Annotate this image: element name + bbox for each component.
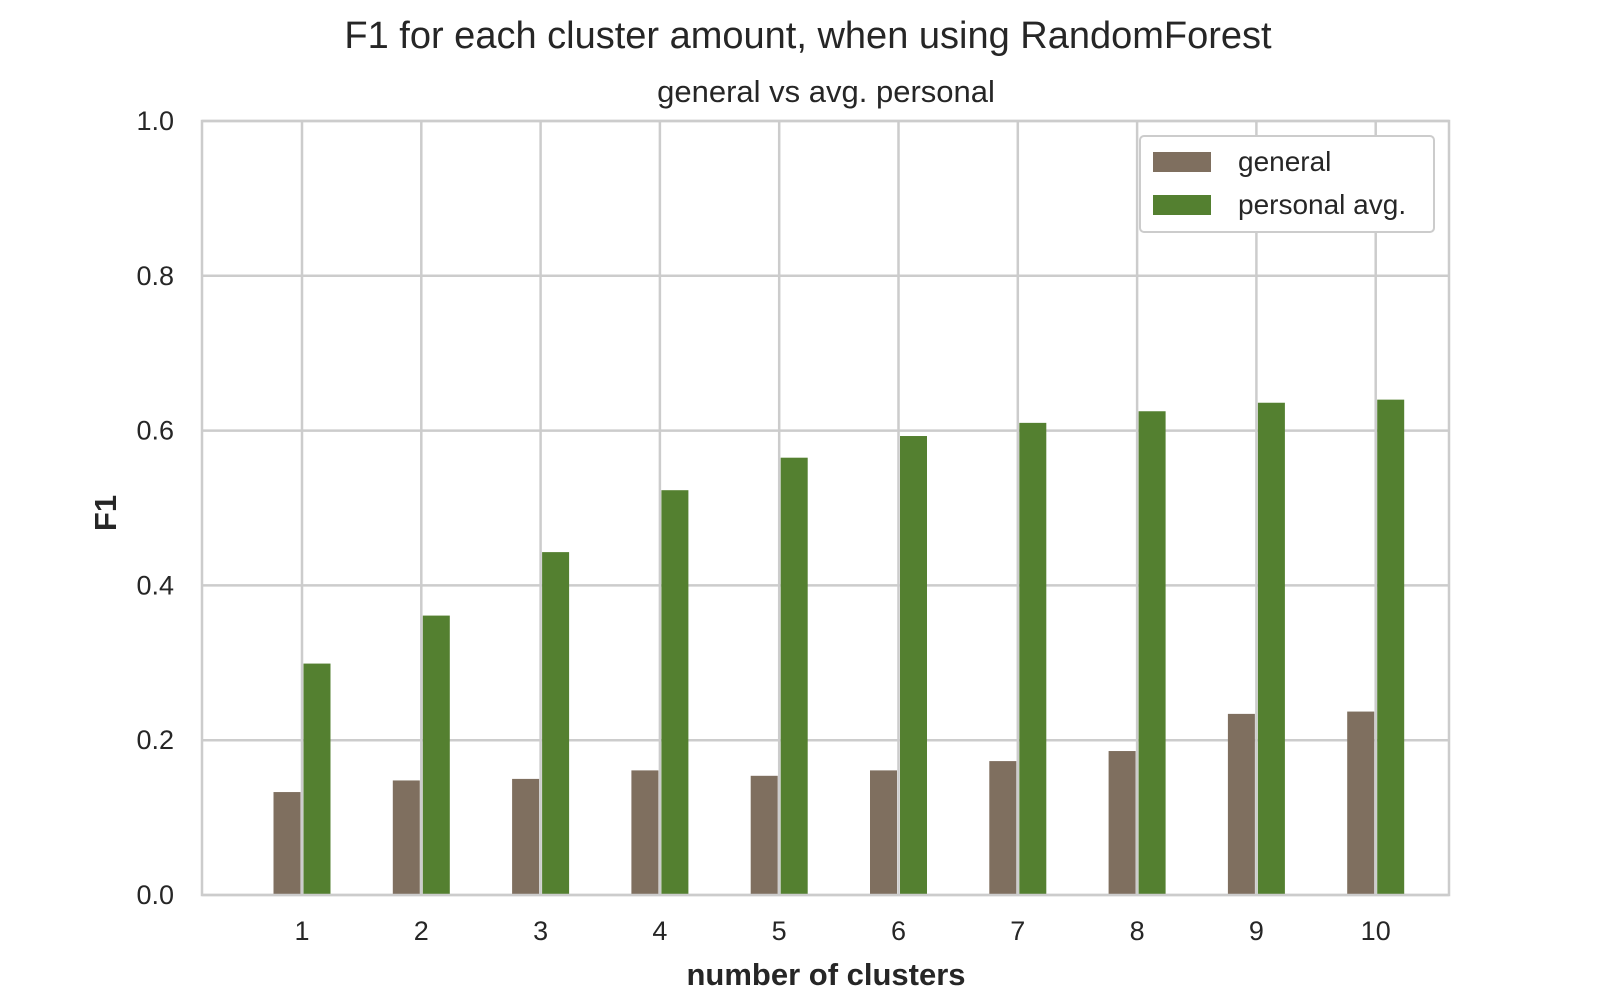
y-tick-label: 0.8 (136, 261, 174, 291)
bar-general-3 (512, 778, 540, 895)
bar-personal-avg-7 (1019, 422, 1047, 895)
bar-personal-avg-3 (542, 552, 570, 895)
legend-label-personal-avg: personal avg. (1238, 189, 1406, 220)
x-tick-label: 7 (1010, 916, 1025, 946)
bar-personal-avg-5 (780, 457, 808, 895)
x-tick-label: 10 (1361, 916, 1391, 946)
bar-general-5 (750, 775, 778, 895)
x-axis-label: number of clusters (686, 957, 965, 992)
y-tick-label: 0.4 (136, 570, 174, 600)
chart-title: F1 for each cluster amount, when using R… (344, 15, 1272, 57)
y-tick-label: 0.6 (136, 416, 174, 446)
x-tick-label: 4 (652, 916, 667, 946)
x-tick-label: 8 (1130, 916, 1145, 946)
plot-frame (200, 119, 1451, 897)
x-tick-label: 6 (891, 916, 906, 946)
legend-swatch-personal-avg (1153, 195, 1211, 215)
bar-personal-avg-9 (1257, 402, 1285, 895)
bar-personal-avg-6 (900, 436, 927, 895)
legend-box (1139, 135, 1435, 233)
x-tick-label: 2 (414, 916, 429, 946)
bar-general-7 (989, 761, 1017, 895)
legend: general personal avg. (1139, 135, 1435, 233)
y-tick-label: 0.0 (136, 880, 174, 910)
legend-label-general: general (1238, 146, 1331, 177)
bar-general-6 (870, 770, 897, 895)
bar-personal-avg-4 (661, 490, 689, 895)
y-tick-label: 0.2 (136, 725, 174, 755)
tick-labels: 0.0 0.2 0.4 0.6 0.8 1.0 1 2 3 4 5 6 7 8 9 10 (136, 106, 1390, 946)
bar-general-10 (1347, 711, 1375, 895)
bar-personal-avg-10 (1377, 399, 1405, 895)
x-tick-label: 3 (533, 916, 548, 946)
bar-general-1 (273, 792, 301, 895)
x-tick-label: 1 (294, 916, 309, 946)
bar-personal-avg-1 (303, 663, 331, 895)
y-tick-label: 1.0 (136, 106, 174, 136)
bar-personal-avg-2 (422, 615, 450, 895)
bar-general-4 (631, 770, 659, 895)
x-tick-label: 5 (772, 916, 787, 946)
x-tick-label: 9 (1249, 916, 1264, 946)
bars (273, 399, 1405, 895)
bar-general-9 (1227, 713, 1255, 895)
legend-swatch-general (1153, 152, 1211, 172)
bar-general-8 (1108, 751, 1136, 895)
bar-general-2 (392, 780, 420, 895)
bar-personal-avg-8 (1138, 411, 1166, 895)
y-axis-label: F1 (88, 495, 123, 531)
chart-subtitle: general vs avg. personal (657, 74, 995, 109)
